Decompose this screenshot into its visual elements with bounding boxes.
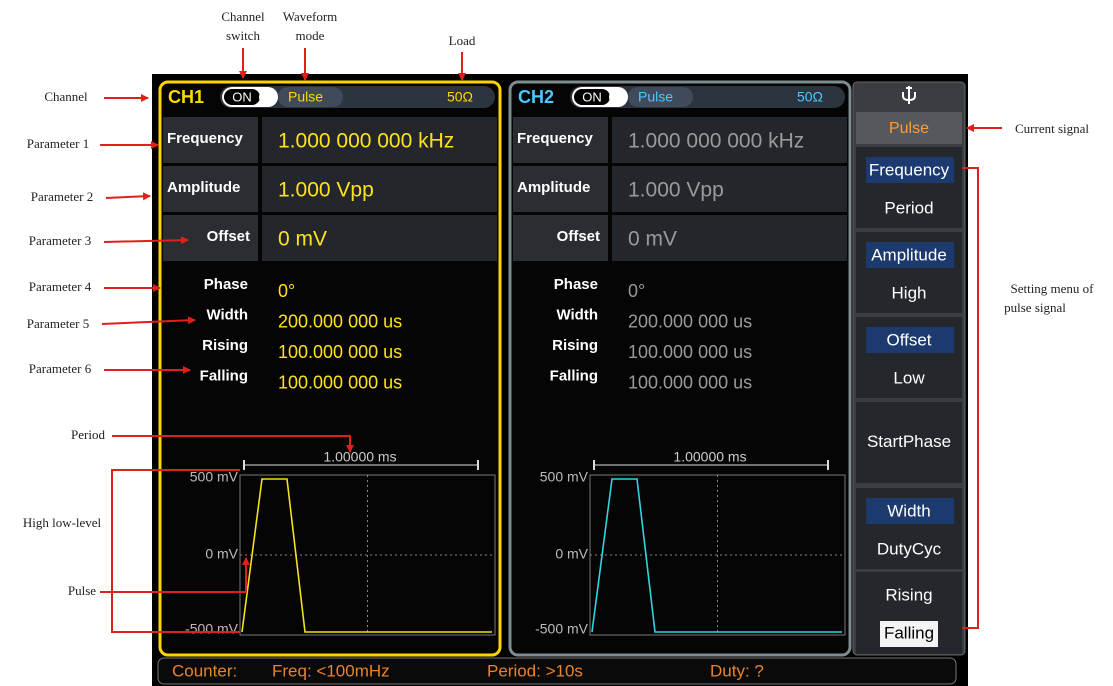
menu-item[interactable]: Width DutyCyc (856, 488, 962, 569)
annotation: Parameter 3 (29, 233, 91, 248)
annotation: Period (71, 427, 105, 442)
param-label: Falling (550, 367, 598, 384)
channel-name: CH1 (168, 87, 204, 107)
param-value: 1.000 Vpp (278, 179, 374, 202)
menu-item[interactable]: Amplitude High (856, 232, 962, 313)
param-label: Phase (204, 276, 248, 293)
param-value: 0 mV (278, 228, 327, 251)
menu-item-label: Low (893, 368, 925, 387)
param-value: 1.000 000 000 kHz (628, 130, 804, 153)
annotation: Channel (44, 89, 88, 104)
param-value: 100.000 000 us (278, 342, 402, 362)
param-value: 100.000 000 us (628, 372, 752, 392)
plot-y-label: -500 mV (535, 621, 589, 637)
menu-item[interactable]: Frequency Period (856, 147, 962, 228)
annotation: Load (449, 33, 476, 48)
menu-item-label: Falling (884, 623, 934, 642)
annotation: Channel (221, 9, 265, 24)
annotation: High low-level (23, 515, 102, 530)
param-value: 200.000 000 us (628, 311, 752, 331)
plot-y-label: 0 mV (205, 546, 238, 562)
param-label: Rising (202, 337, 248, 354)
menu-item-label: StartPhase (867, 432, 951, 451)
annotation: Parameter 4 (29, 279, 92, 294)
menu-item-label: Frequency (869, 160, 950, 179)
load: 50Ω (797, 89, 823, 105)
param-value: 1.000 Vpp (628, 179, 724, 202)
annotation: mode (296, 28, 325, 43)
menu-item-label: Offset (886, 330, 931, 349)
screen-content: CH1 ON Pulse 50Ω Frequency 1.000 000 000 kHz A… (158, 82, 965, 684)
plot-y-label: 500 mV (540, 469, 589, 485)
menu-item-label: Width (887, 501, 930, 520)
screenshot: CH1 ON Pulse 50Ω Frequency 1.000 000 000 kHz A… (0, 0, 1113, 686)
plot-y-label: -500 mV (185, 621, 239, 637)
switch-knob (259, 88, 277, 106)
menu-item-label: Rising (885, 585, 932, 604)
switch-knob (609, 88, 627, 106)
status-text: Period: >10s (487, 661, 583, 680)
menu-item[interactable]: Offset Low (856, 317, 962, 398)
annotation: Current signal (1015, 121, 1089, 136)
param-label: Falling (200, 367, 248, 384)
annotation: Parameter 6 (29, 361, 92, 376)
param-label: Width (556, 306, 598, 323)
annotation: switch (226, 28, 260, 43)
param-value: 100.000 000 us (628, 342, 752, 362)
menu-item[interactable]: Rising Falling (856, 572, 962, 654)
annotation: pulse signal (1004, 300, 1066, 315)
param-value: 100.000 000 us (278, 372, 402, 392)
status-text: Counter: (172, 661, 237, 680)
plot-y-label: 0 mV (555, 546, 588, 562)
annotation: Pulse (68, 583, 96, 598)
param-label: Offset (557, 228, 600, 245)
period-label: 1.00000 ms (323, 449, 396, 465)
annotation: Waveform (283, 9, 338, 24)
param-label: Phase (554, 276, 598, 293)
param-label: Amplitude (517, 179, 590, 196)
load: 50Ω (447, 89, 473, 105)
plot-y-label: 500 mV (190, 469, 239, 485)
current-signal: Pulse (889, 120, 929, 137)
arrow (106, 196, 150, 198)
waveform-mode: Pulse (638, 89, 673, 105)
menu-item-label: Amplitude (871, 245, 947, 264)
annotation: Setting menu of (1010, 281, 1094, 296)
waveform-mode: Pulse (288, 89, 323, 105)
param-value: 0° (628, 281, 645, 301)
param-label: Frequency (517, 130, 594, 147)
channel-name: CH2 (518, 87, 554, 107)
status-text: Duty: ? (710, 661, 764, 680)
param-label: Width (206, 306, 248, 323)
period-label: 1.00000 ms (673, 449, 746, 465)
annotation: Parameter 5 (27, 316, 89, 331)
param-label: Offset (207, 228, 250, 245)
menu-item-label: High (892, 283, 927, 302)
param-label: Amplitude (167, 179, 240, 196)
annotation: Parameter 1 (27, 136, 89, 151)
annotation: Parameter 2 (31, 189, 93, 204)
param-label: Rising (552, 337, 598, 354)
param-value: 1.000 000 000 kHz (278, 130, 454, 153)
param-value: 0 mV (628, 228, 677, 251)
menu-item-label: Period (884, 198, 933, 217)
menu-item-label: DutyCyc (877, 539, 942, 558)
menu-item[interactable]: StartPhase (856, 402, 962, 483)
switch-label: ON (582, 89, 602, 104)
param-label: Frequency (167, 130, 244, 147)
status-text: Freq: <100mHz (272, 661, 390, 680)
param-value: 0° (278, 281, 295, 301)
param-value: 200.000 000 us (278, 311, 402, 331)
switch-label: ON (232, 89, 252, 104)
